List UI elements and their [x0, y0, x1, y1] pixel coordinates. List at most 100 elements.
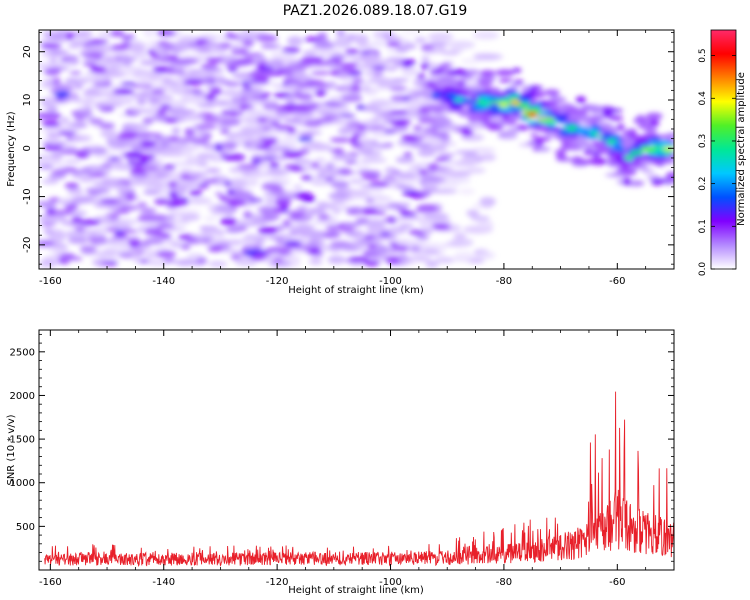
spectrogram-cell [281, 84, 303, 91]
spectrogram-cell [141, 42, 161, 47]
spectrogram-cell [413, 125, 423, 132]
spectrogram-cell [131, 253, 141, 259]
spectrogram-cell [584, 128, 595, 132]
spectrogram-cell [120, 81, 136, 86]
spectrogram-cell [228, 110, 239, 117]
spectrogram-peak [640, 146, 651, 151]
spectrogram-cell [427, 32, 454, 41]
spectrogram-cell [64, 230, 87, 238]
spectrogram-cell [337, 71, 350, 80]
spectrogram-cell [133, 177, 147, 186]
spectrogram-cell [182, 79, 205, 86]
spectrogram-cell [156, 173, 165, 178]
spectrogram-peak [566, 126, 577, 132]
spectrogram-cell [114, 135, 136, 141]
spectrogram-cell [638, 158, 655, 164]
spectrogram-cell [400, 30, 425, 35]
spectrogram-cell [179, 137, 197, 143]
spectrogram-cell [313, 260, 324, 265]
spectrogram-cell [144, 179, 164, 187]
spectrogram-cell [164, 118, 179, 123]
spectrogram-peak [589, 131, 600, 137]
spectrogram-cell [344, 48, 360, 55]
spectrogram-cell [335, 110, 352, 115]
spectrogram-cell [317, 32, 328, 39]
spectrogram-cell [159, 104, 172, 110]
spectrogram-cell [293, 90, 303, 98]
spectrogram-cell [457, 80, 467, 86]
spectrogram-cell [373, 143, 393, 149]
spectrogram-cell [67, 188, 84, 195]
spectrogram-cell [285, 96, 298, 101]
spectrogram-cell [489, 115, 503, 123]
spectrogram-cell [58, 130, 77, 136]
spectrogram-cell [359, 157, 388, 164]
spectrogram-cell [234, 259, 258, 267]
spectrogram-cell [529, 132, 538, 137]
spectrogram-cell [488, 88, 499, 93]
spectrogram-cell [134, 73, 151, 80]
spectrogram-cell [389, 110, 408, 116]
spectrogram-cell [329, 137, 352, 143]
spectrogram-cell [215, 101, 231, 107]
spectrogram-cell [665, 171, 674, 180]
spectrogram-cell [86, 233, 107, 239]
spectrogram-cell [137, 202, 148, 207]
spectrogram-cell [51, 169, 69, 175]
spectrogram-cell [137, 226, 146, 233]
spectrogram-cell [449, 238, 474, 247]
spectrogram-cell [251, 95, 262, 100]
spectrogram-cell [366, 227, 389, 234]
spectrogram-cell [344, 233, 359, 237]
spectrogram-cell [209, 87, 223, 96]
spectrogram-cell [226, 188, 236, 196]
snr-xtick-label: -60 [609, 577, 625, 588]
spectrogram-cell [395, 156, 415, 164]
spectrogram-cell [326, 61, 337, 68]
spectrogram-cell [557, 108, 566, 114]
spectrogram-cell [204, 167, 222, 174]
snr-ytick-label: 1000 [10, 478, 35, 489]
spectrogram-cell [431, 120, 447, 128]
spectrogram-cell [143, 30, 156, 38]
spectrogram-cell [441, 98, 451, 104]
spectrogram-cell [219, 129, 230, 134]
spectrogram-cell [309, 235, 322, 242]
spectrogram-cell [473, 91, 487, 96]
spectrogram-cell [355, 217, 370, 225]
spectrogram-cell [45, 140, 67, 146]
spectrogram-cell [108, 63, 124, 70]
spectrogram-cell [430, 189, 458, 194]
spectrogram-cell [499, 107, 513, 113]
spectrogram-cell [605, 142, 615, 147]
spectrogram-cell [373, 70, 384, 77]
spectrogram-cell [100, 250, 118, 254]
spectrogram-peak [527, 112, 538, 117]
spectrogram-peak [623, 155, 634, 161]
spectrogram-cell [39, 158, 64, 166]
colorbar-tick-label: 0.4 [698, 91, 708, 106]
spectrogram-cell [85, 187, 107, 194]
spectrogram-cell [232, 43, 241, 51]
spectrogram-cell [125, 43, 147, 53]
snr-xtick-label: -160 [39, 577, 62, 588]
spectrogram-cell [94, 103, 112, 109]
spectrogram-cell [89, 147, 108, 155]
spectrogram-cell [631, 154, 645, 159]
snr-xtick-label: -140 [152, 577, 175, 588]
spectrogram-cell [170, 46, 183, 55]
spectrogram-cell [410, 246, 421, 251]
spectrogram-cell [609, 151, 622, 158]
spectrogram-cell [427, 163, 440, 171]
spectrogram-cell [156, 250, 177, 258]
snr-xlabel: Height of straight line (km) [288, 585, 424, 596]
spectrogram-cell [161, 77, 173, 85]
spectrogram-cell [523, 91, 537, 98]
colorbar: 0.0 0.1 0.2 0.3 0.4 0.5 Normalized spectral a… [698, 29, 747, 276]
spectrogram-cell [368, 181, 390, 188]
spectrogram-cell [174, 184, 189, 191]
spectrogram-cell [336, 187, 353, 193]
spectrogram-cell [63, 159, 82, 164]
spectrogram-cell [513, 80, 524, 85]
spectrogram-cell [401, 59, 416, 66]
